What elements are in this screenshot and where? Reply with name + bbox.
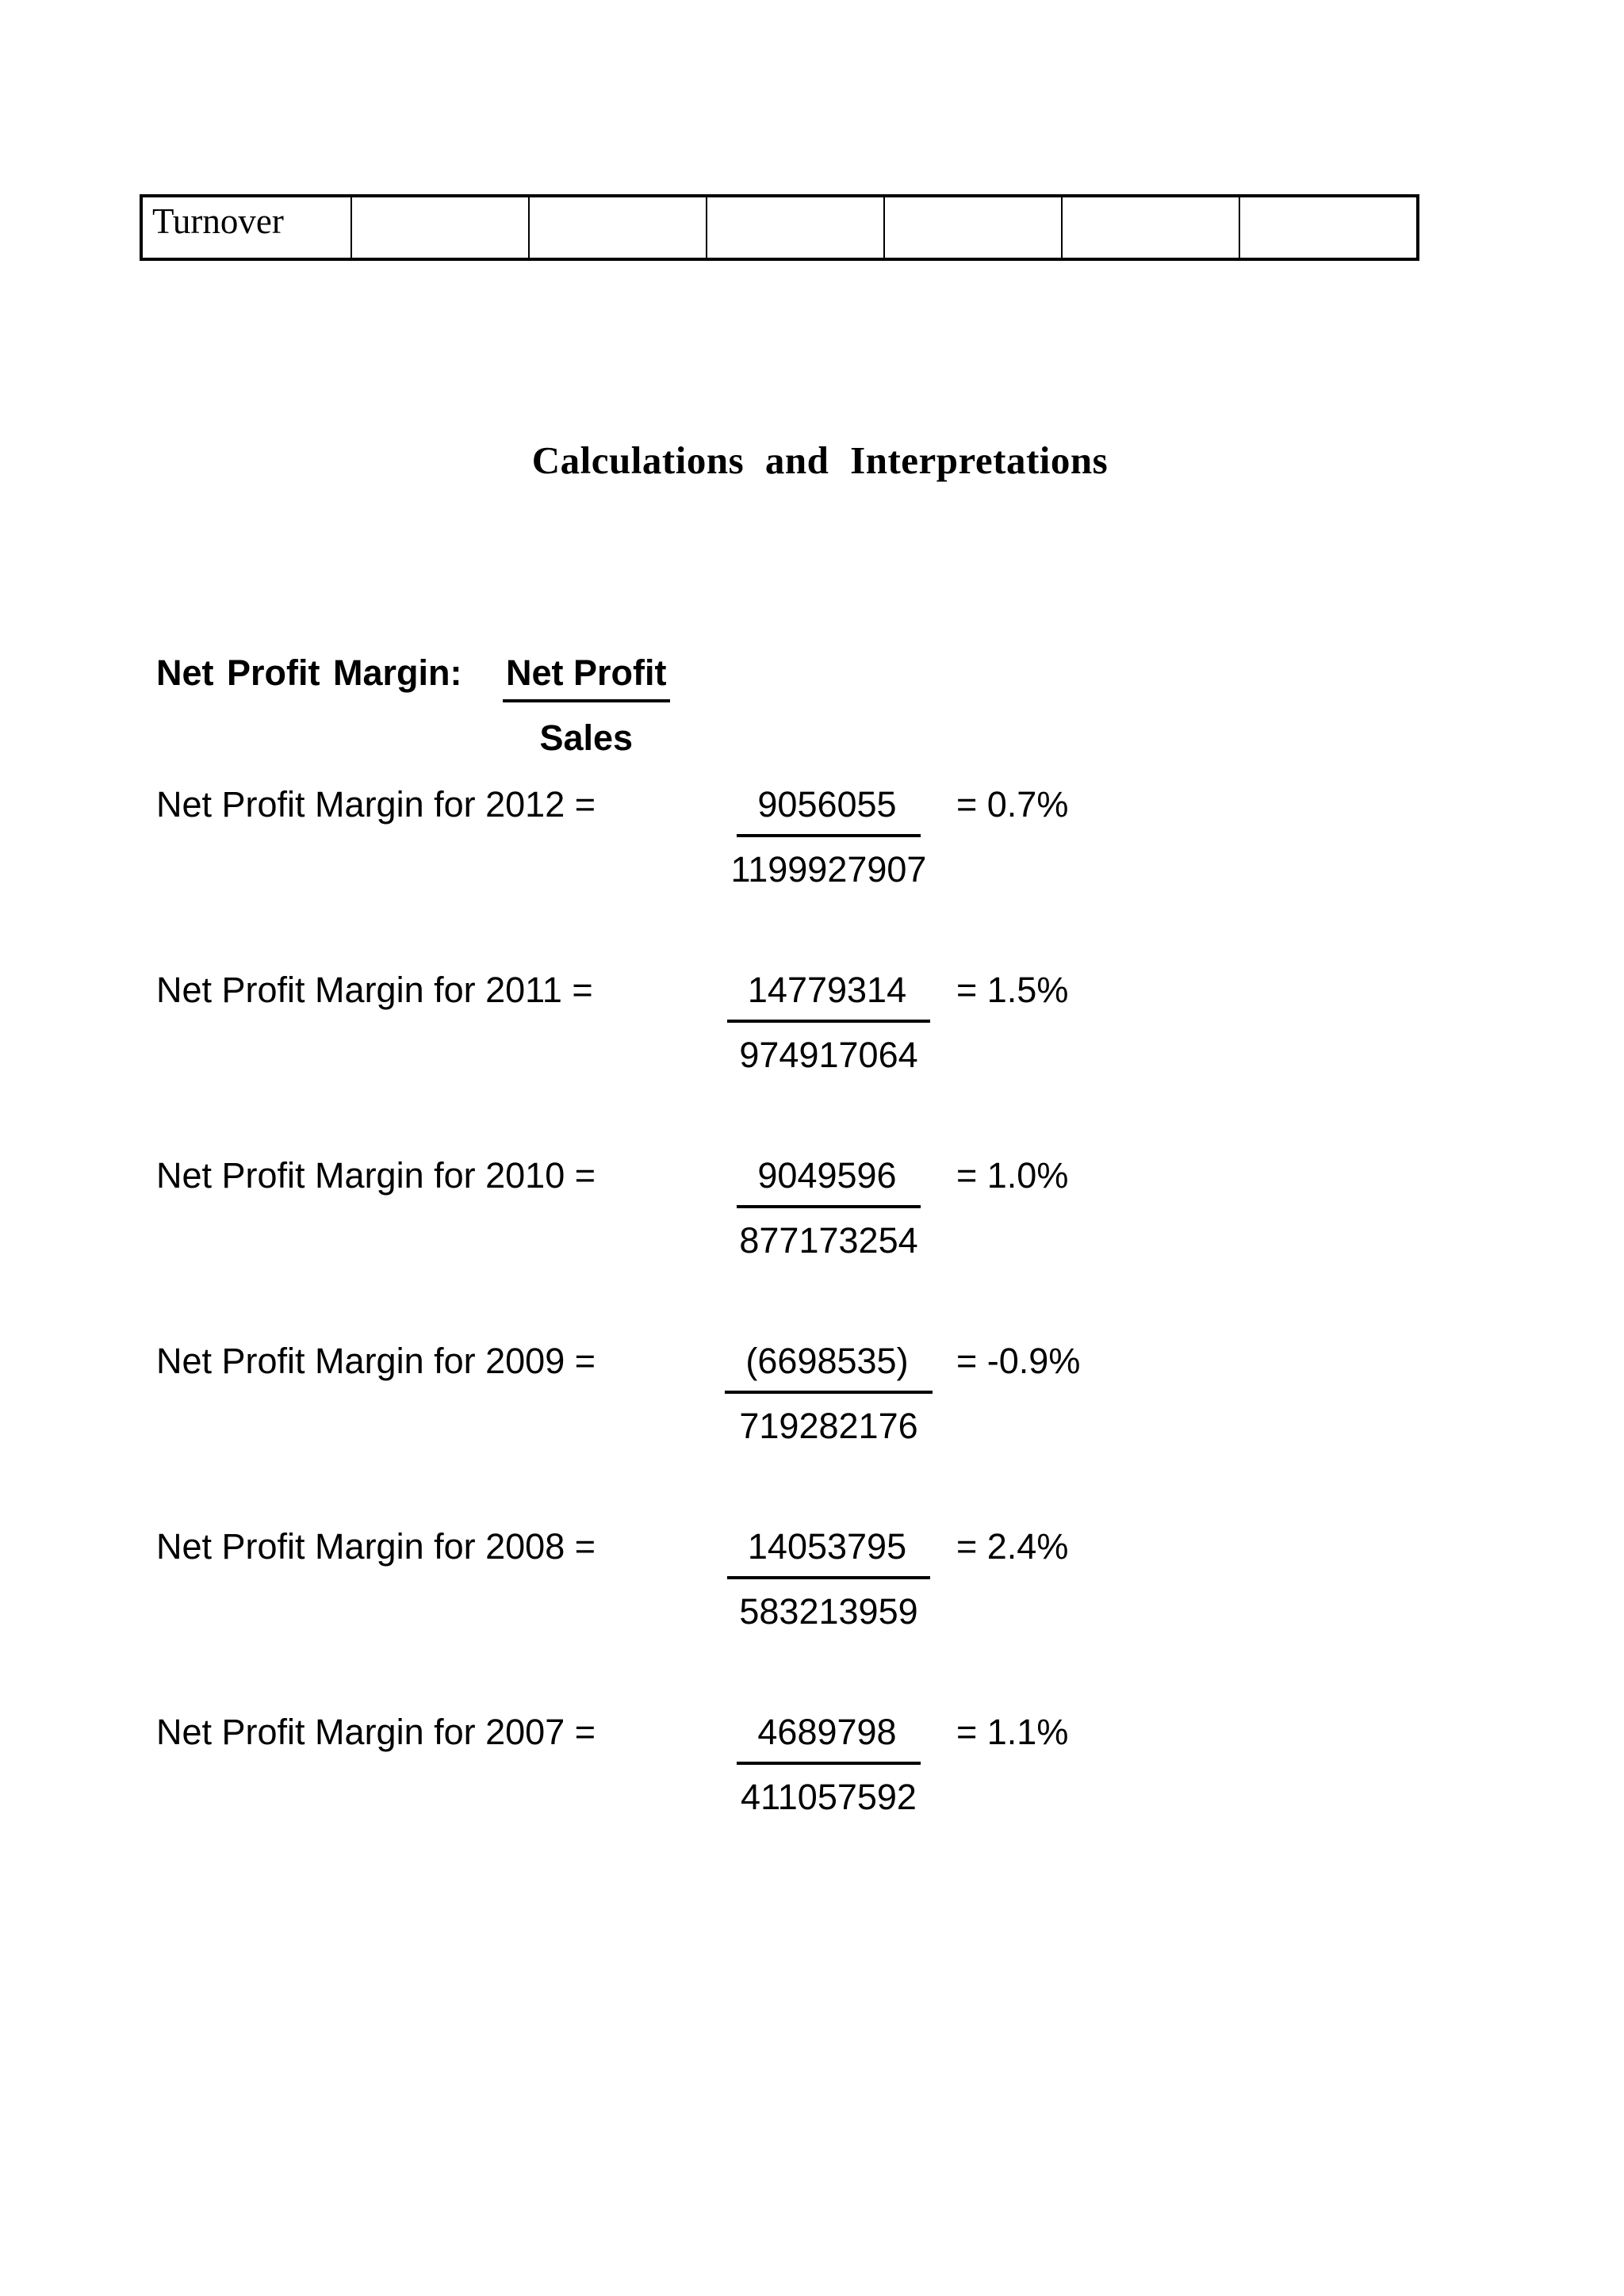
calc-numerator: 9049596 bbox=[737, 1151, 921, 1208]
calc-numerator: 14053795 bbox=[726, 1522, 931, 1579]
calc-fraction: 14053795 583213959 bbox=[696, 1522, 961, 1636]
calc-numerator: (6698535) bbox=[725, 1337, 933, 1394]
table-empty-cell-5 bbox=[1061, 195, 1240, 260]
calc-label: Net Profit Margin for 2007 = bbox=[156, 1712, 596, 1752]
calc-denominator: 877173254 bbox=[739, 1220, 918, 1261]
calc-label: Net Profit Margin for 2010 = bbox=[156, 1155, 596, 1196]
calc-result: = 1.1% bbox=[956, 1712, 1069, 1752]
page-title: Calculations and Interpretations bbox=[531, 438, 1109, 482]
calc-denominator: 411057592 bbox=[741, 1777, 917, 1817]
formula-numerator: Net Profit bbox=[503, 649, 670, 702]
turnover-table-row: Turnover bbox=[140, 195, 1419, 260]
calc-result: = 2.4% bbox=[956, 1526, 1069, 1567]
calc-denominator: 583213959 bbox=[739, 1591, 918, 1632]
calc-denominator: 719282176 bbox=[739, 1406, 918, 1446]
calc-label: Net Profit Margin for 2011 = bbox=[156, 970, 593, 1010]
calc-label: Net Profit Margin for 2009 = bbox=[156, 1341, 596, 1381]
calc-result: = 1.5% bbox=[956, 970, 1069, 1010]
formula-denominator: Sales bbox=[539, 718, 634, 758]
calc-fraction: 14779314 974917064 bbox=[696, 966, 961, 1080]
calc-fraction: 4689798 411057592 bbox=[696, 1708, 961, 1822]
calc-label: Net Profit Margin for 2008 = bbox=[156, 1526, 596, 1567]
calc-label: Net Profit Margin for 2012 = bbox=[156, 784, 596, 825]
calc-result: = 1.0% bbox=[956, 1155, 1069, 1196]
turnover-header-cell: Turnover bbox=[140, 195, 352, 260]
calc-denominator: 974917064 bbox=[739, 1035, 918, 1075]
calc-fraction: (6698535) 719282176 bbox=[696, 1337, 961, 1451]
calc-fraction: 9049596 877173254 bbox=[696, 1151, 961, 1265]
table-empty-cell-4 bbox=[883, 195, 1063, 260]
calc-result: = -0.9% bbox=[956, 1341, 1081, 1381]
table-empty-cell-6 bbox=[1239, 195, 1419, 260]
calc-denominator: 1199927907 bbox=[730, 849, 927, 890]
calc-numerator: 9056055 bbox=[737, 780, 921, 837]
table-empty-cell-2 bbox=[528, 195, 707, 260]
table-empty-cell-1 bbox=[350, 195, 530, 260]
calc-numerator: 14779314 bbox=[726, 966, 931, 1023]
calc-numerator: 4689798 bbox=[737, 1708, 921, 1765]
calc-result: = 0.7% bbox=[956, 784, 1069, 825]
table-empty-cell-3 bbox=[706, 195, 885, 260]
calc-fraction: 9056055 1199927907 bbox=[696, 780, 961, 894]
turnover-table: Turnover bbox=[140, 194, 1419, 261]
formula-label: Net Profit Margin: bbox=[156, 652, 462, 693]
formula-fraction: Net Profit Sales bbox=[503, 649, 670, 763]
